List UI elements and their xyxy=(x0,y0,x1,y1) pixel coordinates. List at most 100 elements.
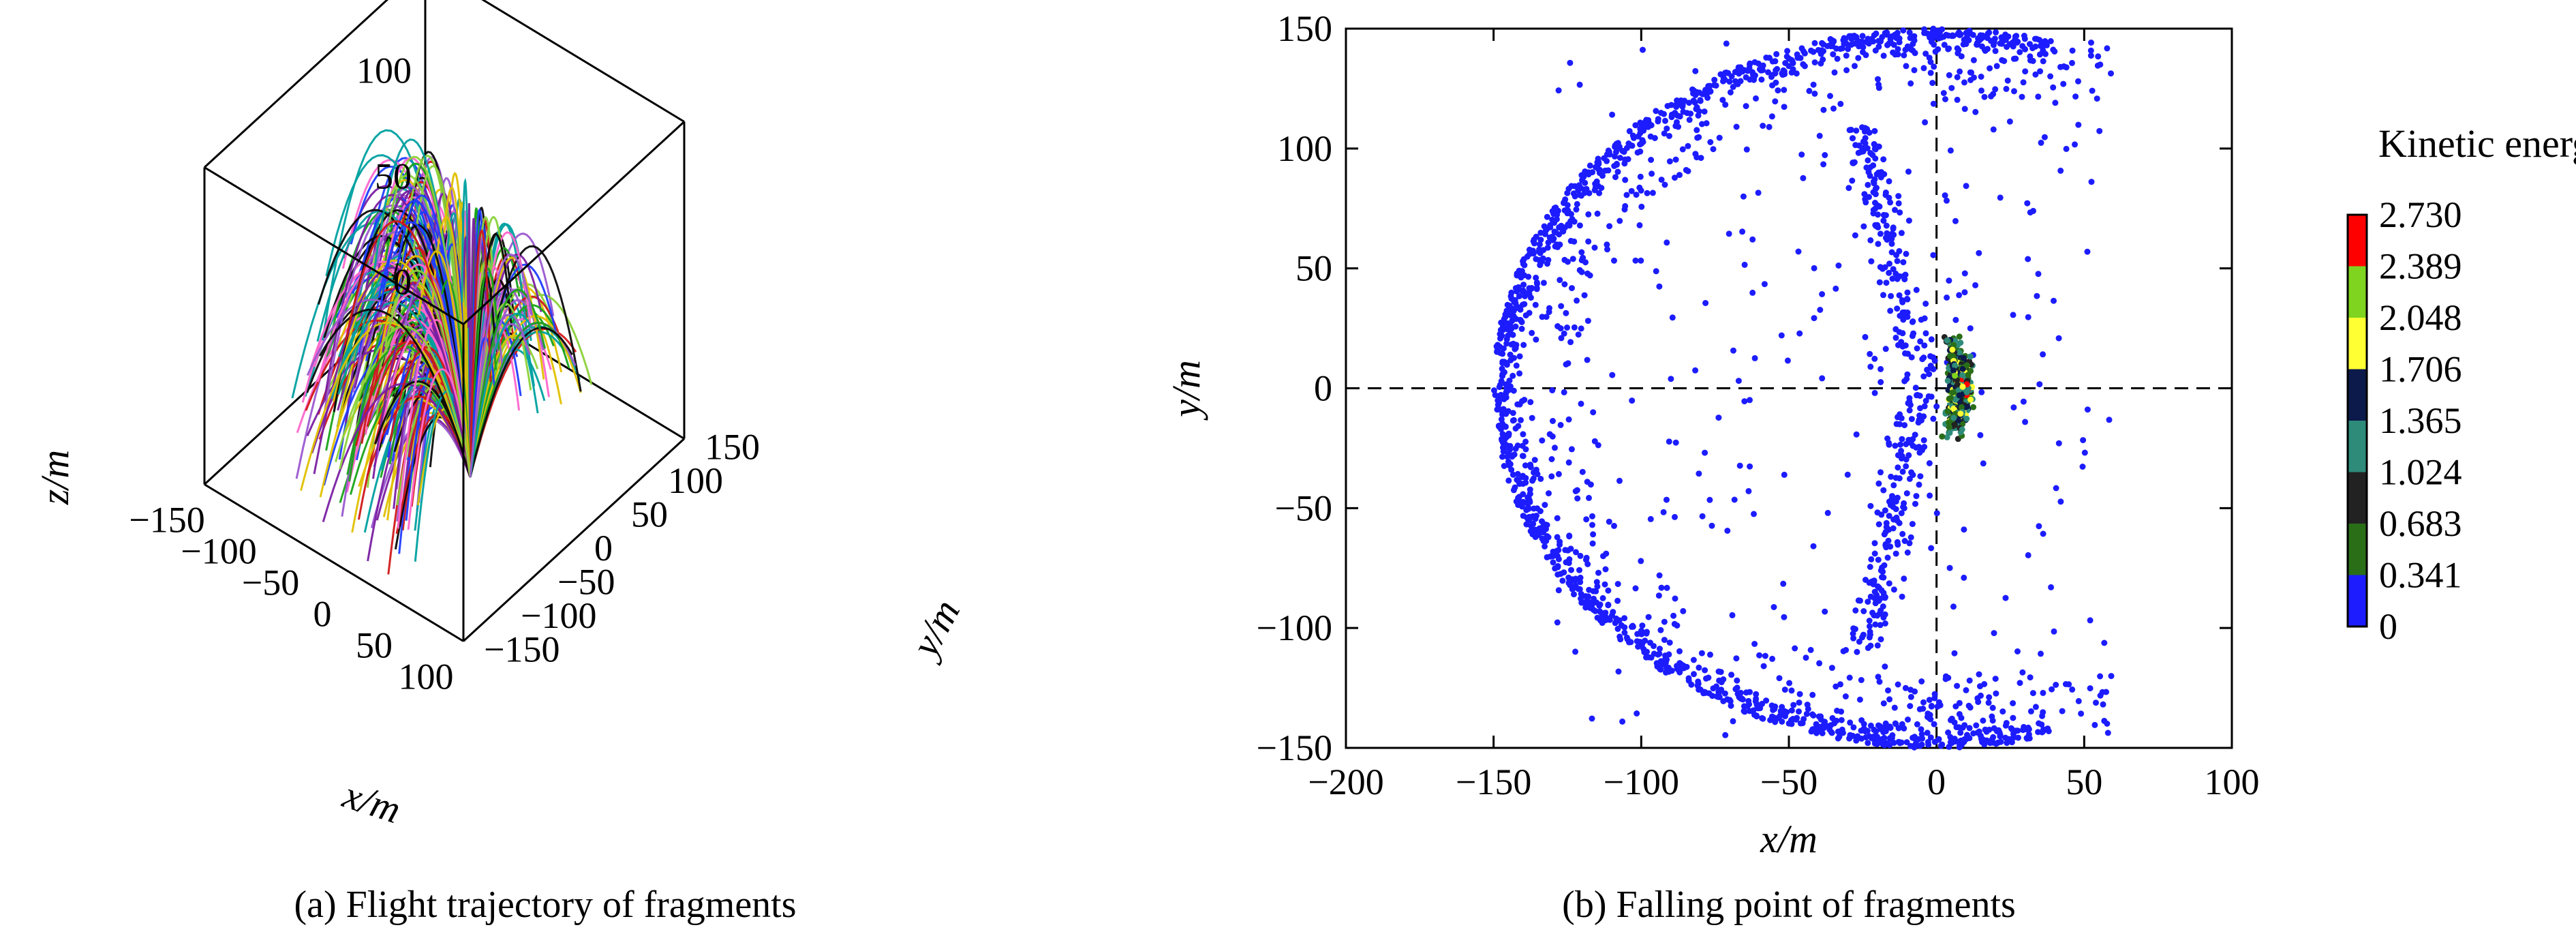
falling-point xyxy=(1997,194,2004,201)
falling-point xyxy=(1701,108,1708,115)
falling-point xyxy=(1933,31,1940,38)
falling-point xyxy=(1769,655,1776,662)
falling-point xyxy=(2087,47,2094,54)
falling-point xyxy=(1595,569,1601,576)
panel-a-z-tick-label: 0 xyxy=(393,262,412,303)
trajectory-line xyxy=(321,129,472,478)
trajectory-line xyxy=(469,321,561,478)
falling-point xyxy=(1554,243,1561,250)
falling-point xyxy=(2012,55,2019,62)
falling-point xyxy=(1686,117,1693,123)
falling-point xyxy=(1741,67,1747,74)
falling-point xyxy=(1554,515,1561,522)
falling-point xyxy=(2021,35,2028,42)
falling-point xyxy=(1911,734,1918,740)
falling-point xyxy=(1769,82,1776,89)
falling-point xyxy=(1947,395,1954,402)
falling-point xyxy=(1605,587,1612,594)
falling-point xyxy=(1961,289,1968,296)
falling-point xyxy=(2010,39,2017,46)
falling-point xyxy=(1949,346,1956,353)
falling-point xyxy=(1502,423,1509,430)
falling-point xyxy=(1952,316,1959,323)
falling-point xyxy=(1999,708,2006,715)
box-edge xyxy=(204,166,464,325)
falling-point xyxy=(1945,32,1952,39)
falling-point xyxy=(1865,157,1871,164)
falling-point xyxy=(1857,597,1863,604)
falling-point xyxy=(1494,348,1501,355)
trajectory-line xyxy=(461,177,472,478)
panel-a-x-tick-label: 0 xyxy=(313,594,332,635)
falling-point xyxy=(1692,151,1699,157)
falling-point xyxy=(1689,86,1696,93)
falling-point xyxy=(1823,723,1830,729)
falling-point xyxy=(1562,547,1569,554)
falling-point xyxy=(1496,400,1502,406)
falling-point xyxy=(1828,729,1835,736)
falling-point xyxy=(1856,696,1863,703)
falling-point xyxy=(1506,303,1513,310)
falling-point xyxy=(2108,70,2114,77)
falling-point xyxy=(1903,63,1910,70)
falling-point xyxy=(1594,210,1601,217)
falling-point xyxy=(1914,345,1920,352)
falling-point xyxy=(1753,691,1760,697)
falling-point xyxy=(1555,87,1562,94)
falling-point xyxy=(1751,355,1758,361)
panel-b-x-tick-label: −150 xyxy=(1456,762,1531,802)
colorbar-label: 1.365 xyxy=(2379,400,2462,441)
panel-b-x-axis-label: x/m xyxy=(1760,817,1818,861)
falling-point xyxy=(1710,685,1717,692)
falling-point xyxy=(1629,132,1636,139)
falling-point xyxy=(1747,463,1753,470)
falling-point xyxy=(1956,29,1962,36)
falling-point xyxy=(1584,318,1591,325)
falling-point xyxy=(1956,333,1963,340)
falling-point xyxy=(1540,280,1547,286)
falling-point xyxy=(1963,183,1969,190)
falling-point xyxy=(1942,192,1948,199)
trajectory-line xyxy=(300,321,472,491)
falling-point xyxy=(1505,450,1512,457)
falling-point xyxy=(1622,177,1629,183)
falling-point xyxy=(1715,689,1722,696)
falling-point xyxy=(1594,583,1601,590)
falling-point xyxy=(1516,353,1523,360)
falling-point xyxy=(1783,709,1790,716)
falling-point xyxy=(1632,257,1639,264)
falling-point xyxy=(1903,456,1910,463)
falling-point xyxy=(1566,533,1573,540)
falling-point xyxy=(1561,569,1567,576)
falling-point xyxy=(1886,580,1892,587)
falling-point xyxy=(1834,708,1841,714)
colorbar-segment xyxy=(2348,421,2367,472)
falling-point xyxy=(1940,33,1947,40)
falling-point xyxy=(1515,423,1522,430)
falling-point xyxy=(1564,325,1570,331)
falling-point xyxy=(1576,586,1583,592)
falling-point xyxy=(1880,741,1886,748)
falling-point xyxy=(1796,691,1803,697)
falling-point xyxy=(1961,270,1968,277)
falling-point xyxy=(1868,258,1875,265)
falling-point xyxy=(1574,200,1580,207)
falling-point xyxy=(1500,448,1507,455)
falling-point xyxy=(1867,502,1874,509)
falling-point xyxy=(1946,45,1952,52)
falling-point xyxy=(2066,681,2072,688)
falling-point xyxy=(1741,398,1748,405)
falling-point xyxy=(1520,342,1527,348)
falling-point xyxy=(1785,720,1792,727)
falling-point xyxy=(1666,158,1673,165)
falling-point xyxy=(1571,324,1578,331)
trajectory-line xyxy=(469,312,533,478)
falling-point xyxy=(1584,357,1591,363)
falling-point xyxy=(1644,648,1650,655)
falling-point xyxy=(1913,445,1920,451)
falling-point xyxy=(1952,362,1959,369)
falling-point xyxy=(1867,564,1873,570)
falling-point xyxy=(1997,738,2004,745)
falling-point xyxy=(1549,433,1556,440)
falling-point xyxy=(1658,177,1665,183)
